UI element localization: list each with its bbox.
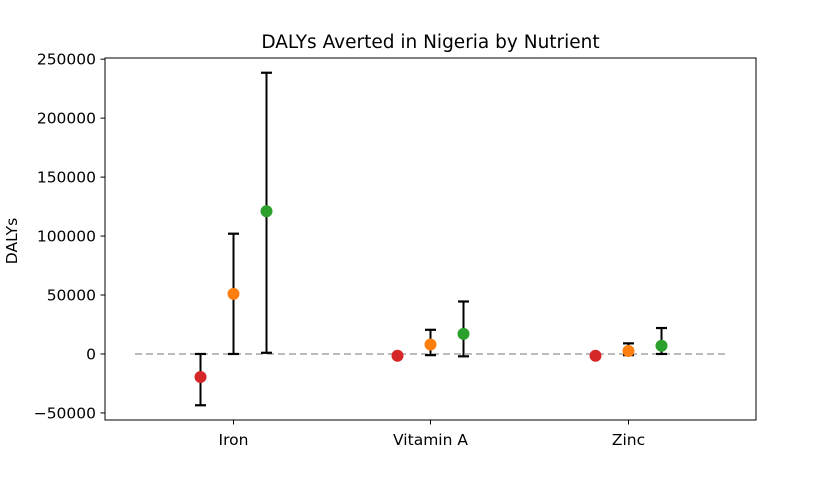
data-point	[589, 349, 602, 362]
x-tick-label: Iron	[219, 431, 249, 449]
data-point	[227, 287, 240, 300]
y-tick-label: 50000	[47, 287, 96, 305]
y-tick-label: −50000	[34, 404, 96, 422]
series-layer	[194, 71, 668, 407]
data-point	[622, 345, 635, 358]
series-0	[194, 349, 602, 407]
data-point	[391, 349, 404, 362]
y-tick-label: 0	[86, 345, 96, 363]
data-point	[457, 327, 470, 340]
chart-title: DALYs Averted in Nigeria by Nutrient	[261, 32, 599, 53]
plot-frame	[104, 57, 757, 421]
series-1	[227, 232, 635, 358]
x-tick-label: Zinc	[612, 431, 645, 449]
data-point	[194, 370, 207, 383]
data-point	[260, 205, 273, 218]
series-2	[260, 71, 668, 358]
y-tick-label: 150000	[37, 169, 96, 187]
y-axis-ticks: −50000 0 50000 100000 150000 200000 250000	[34, 51, 105, 422]
x-axis-ticks: Iron Vitamin A Zinc	[219, 420, 645, 449]
data-point	[655, 339, 668, 352]
y-axis-label: DALYs	[3, 218, 21, 264]
x-tick-label: Vitamin A	[393, 431, 468, 449]
y-tick-label: 100000	[37, 228, 96, 246]
data-point	[424, 338, 437, 351]
y-tick-label: 250000	[37, 51, 96, 69]
y-tick-label: 200000	[37, 110, 96, 128]
